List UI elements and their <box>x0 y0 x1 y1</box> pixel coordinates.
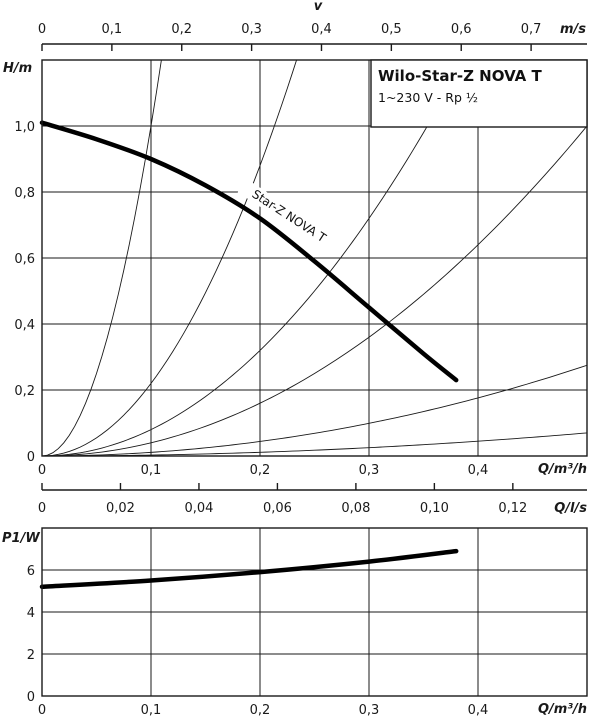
flow-ls-tick-label: 0,08 <box>341 501 370 516</box>
system-curve <box>42 60 298 456</box>
title-box-border <box>370 59 588 128</box>
head-y-tick-label: 0,2 <box>14 384 35 399</box>
head-y-tick-label: 1,0 <box>14 120 35 135</box>
power-grid <box>42 528 587 696</box>
curve-label-background <box>237 178 341 254</box>
velocity-tick-label: 0,7 <box>521 22 542 37</box>
power-y-ticks: 0 2 4 6 <box>27 564 35 705</box>
head-y-tick-label: 0,6 <box>14 252 35 267</box>
power-x-tick-label: 0,2 <box>250 703 271 718</box>
power-x-axis-unit: Q/m³/h <box>538 702 587 717</box>
velocity-tick-label: 0,6 <box>451 22 472 37</box>
power-y-tick-label: 6 <box>27 564 35 579</box>
pump-curve-star-z-nova-t <box>39 120 459 383</box>
head-x-tick-label: 0,3 <box>359 463 380 478</box>
velocity-axis-unit: m/s <box>560 22 586 37</box>
power-y-tick-label: 4 <box>27 606 35 621</box>
power-y-tick-label: 2 <box>27 648 35 663</box>
velocity-tick-label: 0,3 <box>241 22 262 37</box>
flow-ls-tick-label: 0,06 <box>263 501 292 516</box>
power-x-tick-label: 0,4 <box>468 703 489 718</box>
system-curve <box>42 432 587 456</box>
head-x-tick-label: 0 <box>38 463 46 478</box>
head-y-tick-label: 0,4 <box>14 318 35 333</box>
velocity-axis-title: v <box>314 0 323 14</box>
head-x-ticks: 0 0,1 0,2 0,3 0,4 <box>38 463 488 478</box>
flow-ls-ticks: 0 0,02 0,04 0,06 0,08 0,10 0,12 <box>38 483 527 516</box>
system-curve <box>42 60 465 456</box>
flow-ls-tick-label: 0 <box>38 501 46 516</box>
system-curve <box>42 364 587 456</box>
velocity-tick-label: 0,1 <box>102 22 123 37</box>
head-plot-frame <box>41 59 588 457</box>
power-axis-label: P1/W <box>2 531 40 546</box>
flow-ls-tick-label: 0,04 <box>184 501 213 516</box>
system-curve <box>42 125 587 456</box>
head-grid <box>42 60 587 456</box>
power-x-ticks: 0 0,1 0,2 0,3 0,4 <box>38 703 488 718</box>
head-chart: H/m Star-Z NOVA T 00,20,40,60,81,0 0 0,1 0… <box>3 59 588 478</box>
velocity-tick-label: 0,4 <box>311 22 332 37</box>
velocity-tick-label: 0 <box>38 22 46 37</box>
head-axis-label: H/m <box>3 61 32 76</box>
title-box: Wilo-Star-Z NOVA T 1~230 V - Rp ½ <box>370 59 588 128</box>
head-x-tick-label: 0,4 <box>468 463 489 478</box>
flow-ls-tick-label: 0,12 <box>498 501 527 516</box>
head-x-tick-label: 0,1 <box>141 463 162 478</box>
chart-title: Wilo-Star-Z NOVA T <box>378 67 543 85</box>
head-x-axis-unit: Q/m³/h <box>538 462 587 477</box>
velocity-tick-label: 0,2 <box>171 22 192 37</box>
flow-ls-tick-label: 0,02 <box>106 501 135 516</box>
flow-ls-axis: 0 0,02 0,04 0,06 0,08 0,10 0,12 Q/l/s <box>38 483 587 516</box>
velocity-ticks: 0 0,1 0,2 0,3 0,4 0,5 0,6 0,7 <box>38 22 542 51</box>
power-y-tick-label: 0 <box>27 690 35 705</box>
velocity-axis: v m/s 0 0,1 0,2 0,3 0,4 0,5 0,6 0,7 <box>38 0 587 51</box>
power-plot-frame <box>41 527 588 697</box>
power-x-tick-label: 0 <box>38 703 46 718</box>
pump-curve-label: Star-Z NOVA T <box>249 187 329 246</box>
power-curve <box>39 548 459 590</box>
power-chart: P1/W 0 2 4 6 0 0,1 0,2 0,3 0,4 Q/m³/h <box>2 527 588 718</box>
power-x-tick-label: 0,1 <box>141 703 162 718</box>
head-y-ticks: 0 0,2 0,4 0,6 0,8 1,0 <box>14 120 35 465</box>
velocity-tick-label: 0,5 <box>381 22 402 37</box>
flow-ls-tick-label: 0,10 <box>420 501 449 516</box>
power-x-tick-label: 0,3 <box>359 703 380 718</box>
head-y-tick-label: 0 <box>27 450 35 465</box>
flow-ls-axis-unit: Q/l/s <box>554 501 587 516</box>
head-y-tick-label: 0,8 <box>14 186 35 201</box>
head-x-tick-label: 0,2 <box>250 463 271 478</box>
system-curve <box>42 60 162 456</box>
chart-subtitle: 1~230 V - Rp ½ <box>378 90 478 105</box>
